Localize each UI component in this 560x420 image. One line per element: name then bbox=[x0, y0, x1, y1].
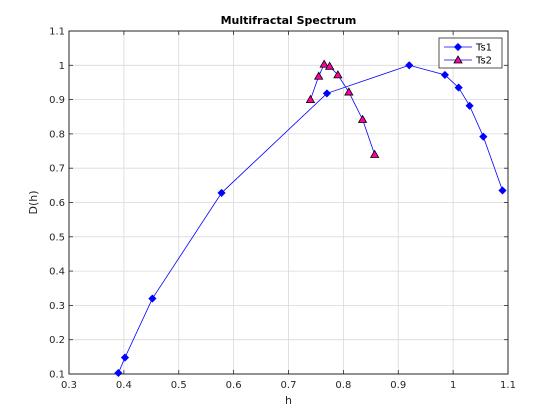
y-tick-label: 0.3 bbox=[49, 301, 65, 312]
y-tick-label: 0.6 bbox=[49, 198, 65, 209]
x-tick-label: 1 bbox=[450, 380, 456, 391]
data-point-ts2 bbox=[324, 61, 335, 70]
x-axis-label: h bbox=[285, 394, 292, 407]
x-tick-label: 0.5 bbox=[171, 380, 187, 391]
y-tick-label: 0.9 bbox=[49, 95, 65, 106]
y-tick-label: 0.5 bbox=[49, 232, 65, 243]
x-tick-label: 1.1 bbox=[500, 380, 516, 391]
data-point-ts1 bbox=[440, 70, 449, 79]
series-ts2 bbox=[305, 59, 380, 158]
data-point-ts1 bbox=[465, 101, 474, 110]
legend-marker bbox=[453, 42, 463, 52]
data-point-ts1 bbox=[498, 186, 507, 195]
y-axis-label: D(h) bbox=[27, 190, 40, 214]
grid bbox=[68, 30, 509, 375]
y-tick-label: 0.8 bbox=[49, 129, 65, 140]
axis-ticks: 0.3 0.4 0.5 0.6 0.7 0.8 0.9 1 1.1 0.1 0.2 0.3 0.4 0.5… bbox=[49, 27, 516, 392]
data-point-ts2 bbox=[357, 114, 368, 123]
data-point-ts1 bbox=[479, 132, 488, 141]
legend-marker bbox=[453, 55, 463, 64]
y-tick-label: 1 bbox=[59, 61, 65, 72]
data-point-ts1 bbox=[120, 353, 130, 362]
data-point-ts2 bbox=[333, 70, 343, 79]
y-tick-label: 0.7 bbox=[49, 164, 65, 175]
data-point-ts1 bbox=[148, 294, 157, 303]
data-point-ts2 bbox=[313, 71, 324, 80]
x-tick-label: 0.7 bbox=[281, 380, 297, 391]
data-point-ts1 bbox=[454, 83, 463, 92]
series bbox=[114, 59, 507, 378]
data-point-ts1 bbox=[322, 89, 331, 98]
x-tick-label: 0.6 bbox=[226, 380, 242, 391]
x-tick-label: 0.3 bbox=[61, 380, 77, 391]
data-point-ts2 bbox=[319, 59, 329, 68]
data-point-ts1 bbox=[405, 61, 414, 70]
data-point-ts2 bbox=[369, 149, 380, 158]
legend-box bbox=[438, 37, 503, 69]
series-line-ts1 bbox=[118, 64, 503, 374]
y-tick-label: 0.1 bbox=[49, 370, 65, 381]
legend-entry-ts2: Ts2 bbox=[444, 55, 492, 67]
x-tick-label: 0.4 bbox=[116, 380, 132, 391]
legend-label: Ts2 bbox=[475, 56, 492, 67]
y-tick-label: 0.2 bbox=[49, 335, 65, 346]
x-tick-label: 0.8 bbox=[335, 380, 351, 391]
data-point-ts2 bbox=[305, 94, 316, 103]
y-tick-label: 1.1 bbox=[49, 27, 65, 38]
data-point-ts1 bbox=[217, 188, 226, 197]
legend-label: Ts1 bbox=[475, 43, 492, 54]
y-tick-label: 0.4 bbox=[49, 267, 65, 278]
chart-title: Multifractal Spectrum bbox=[221, 14, 357, 27]
x-tick-label: 0.9 bbox=[390, 380, 406, 391]
legend-entry-ts1: Ts1 bbox=[444, 43, 492, 54]
data-point-ts1 bbox=[114, 368, 123, 378]
data-point-ts2 bbox=[344, 87, 354, 96]
series-ts1 bbox=[114, 61, 507, 378]
